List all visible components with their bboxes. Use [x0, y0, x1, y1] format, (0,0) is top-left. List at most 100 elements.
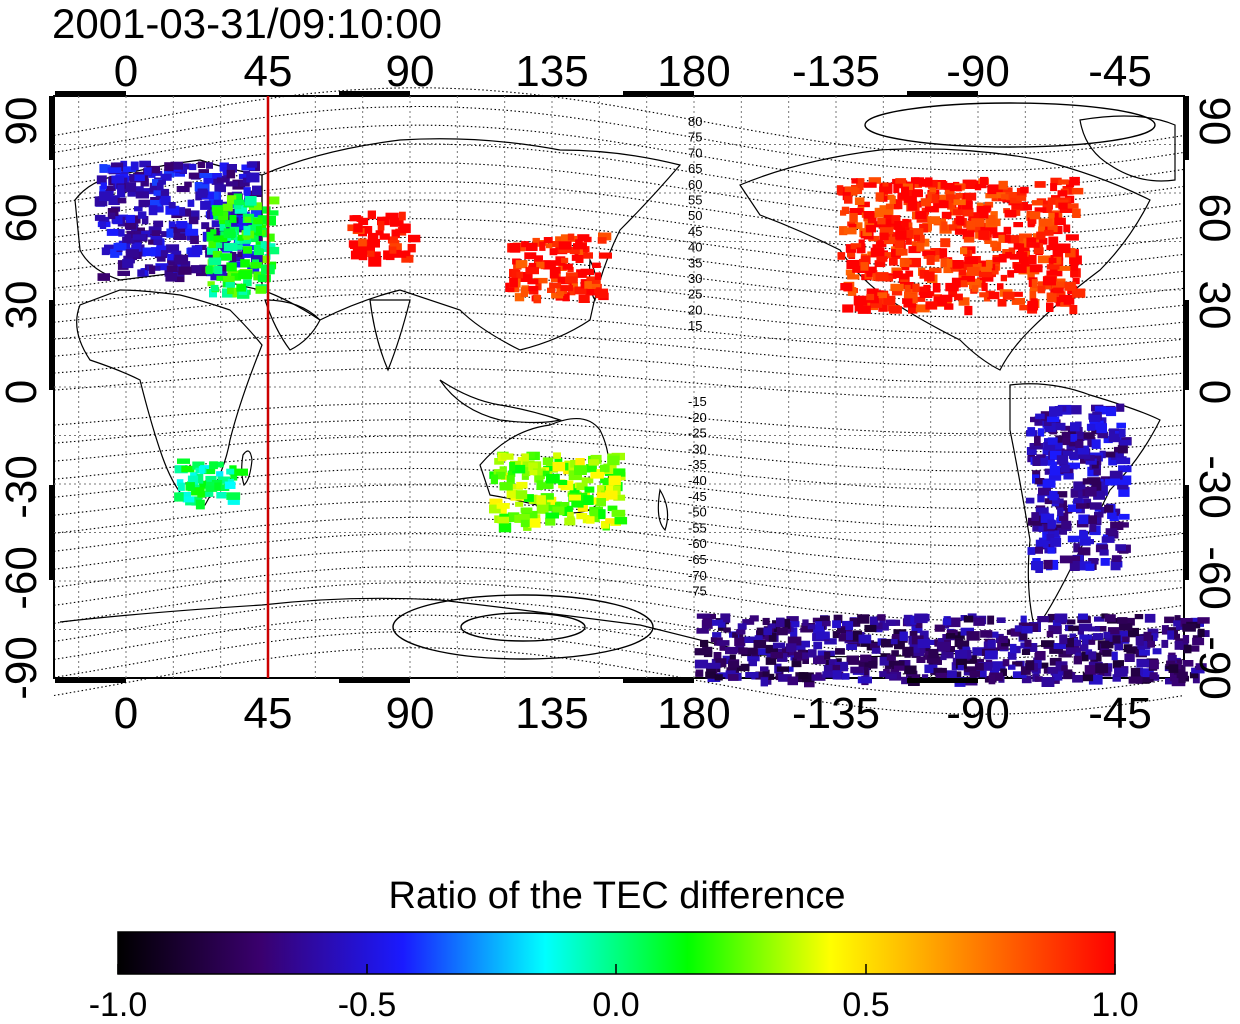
tec-patch: [165, 244, 180, 253]
tec-patch: [550, 266, 561, 274]
tec-patch: [154, 250, 169, 257]
tec-patch: [214, 482, 221, 491]
tec-patch: [1128, 676, 1143, 684]
tec-patch: [912, 283, 920, 292]
tec-patch: [862, 229, 872, 236]
tec-patch: [1082, 672, 1094, 682]
tec-patch: [1044, 229, 1054, 236]
tec-patch: [907, 257, 921, 268]
tec-patch: [880, 653, 891, 659]
tec-patch: [894, 221, 902, 230]
tec-patch: [1034, 207, 1047, 213]
tec-patch: [1101, 640, 1114, 649]
tec-patch: [1030, 416, 1040, 423]
tec-patch: [1046, 630, 1054, 638]
tec-patch: [903, 614, 913, 625]
tec-patch: [520, 272, 533, 282]
tec-patch: [520, 287, 528, 297]
tec-patch: [880, 638, 893, 648]
timestamp-title: 2001-03-31/09:10:00: [52, 0, 442, 47]
tec-patch: [813, 655, 827, 665]
tec-patch: [1088, 651, 1097, 660]
tec-patch: [1091, 481, 1102, 491]
tec-patch: [399, 223, 411, 234]
lat-label-right: -30: [1190, 455, 1239, 519]
tec-patch: [202, 491, 214, 497]
tec-patch: [1034, 651, 1046, 661]
tec-patch: [1069, 255, 1082, 265]
tec-patch: [1000, 274, 1007, 282]
tec-patch: [1069, 405, 1082, 415]
tec-patch: [1079, 634, 1093, 640]
tec-patch: [496, 503, 510, 509]
axis-bar-left: [49, 300, 54, 390]
tec-patch: [1094, 511, 1104, 518]
tec-patch: [222, 167, 230, 176]
contour-label: 40: [688, 240, 702, 255]
tec-patch: [860, 654, 872, 662]
tec-patch: [1047, 225, 1058, 233]
tec-patch: [144, 167, 152, 176]
tec-patch: [1025, 497, 1035, 504]
tec-patch: [894, 199, 903, 210]
tec-patch: [836, 185, 844, 195]
tec-patch: [259, 229, 266, 236]
tec-patch: [879, 232, 889, 241]
tec-patch: [962, 207, 974, 217]
tec-patch: [138, 199, 151, 208]
tec-patch: [943, 263, 954, 274]
tec-patch: [191, 245, 203, 255]
tec-patch: [528, 262, 537, 268]
tec-patch: [696, 628, 709, 634]
tec-patch: [239, 238, 252, 244]
lon-label-bottom: 90: [386, 689, 435, 738]
tec-patch: [368, 256, 382, 267]
tec-patch: [925, 177, 933, 187]
tec-patch: [512, 464, 526, 474]
tec-patch: [874, 260, 886, 268]
tec-patch: [524, 510, 538, 519]
tec-patch: [1069, 176, 1080, 186]
tec-patch: [927, 639, 938, 645]
tec-patch: [979, 210, 989, 219]
tec-patch: [161, 231, 171, 237]
tec-patch: [167, 258, 178, 266]
tec-patch: [1116, 457, 1131, 465]
colorbar-tick-label: -1.0: [89, 986, 148, 1024]
tec-patch: [765, 644, 778, 654]
contour-line: [53, 349, 1185, 383]
tec-patch: [94, 214, 106, 221]
tec-patch: [558, 246, 570, 253]
tec-patch: [149, 265, 156, 275]
tec-patch: [905, 270, 914, 277]
tec-patch: [762, 669, 770, 677]
tec-patch: [1170, 671, 1180, 682]
contour-label: 80: [688, 114, 702, 129]
tec-patch: [1055, 422, 1066, 431]
tec-patch: [1097, 431, 1109, 439]
tec-patch: [1183, 660, 1194, 667]
tec-patch: [1152, 648, 1162, 655]
tec-patch: [866, 293, 875, 301]
tec-patch: [788, 621, 800, 628]
tec-patch: [1030, 298, 1038, 306]
tec-patch: [1106, 407, 1117, 417]
tec-patch: [1058, 179, 1069, 185]
tec-patch: [1038, 226, 1046, 234]
tec-patch: [1046, 302, 1054, 312]
tec-patch: [164, 268, 174, 277]
tec-patch: [855, 222, 863, 229]
tec-patch: [904, 284, 911, 293]
tec-patch: [1167, 654, 1177, 662]
tec-patch: [1144, 613, 1156, 623]
tec-patch: [944, 189, 955, 195]
lon-label-bottom: 180: [657, 689, 730, 738]
tec-patch: [549, 241, 560, 247]
colorbar-ticks: -1.0 -0.5 0.0 0.5 1.0: [89, 964, 1139, 1024]
tec-patch: [787, 636, 802, 646]
tec-patch: [1087, 477, 1101, 485]
tec-patch: [506, 475, 515, 484]
tec-patch: [930, 248, 941, 257]
tec-patch: [190, 472, 198, 479]
tec-patch: [909, 644, 920, 653]
